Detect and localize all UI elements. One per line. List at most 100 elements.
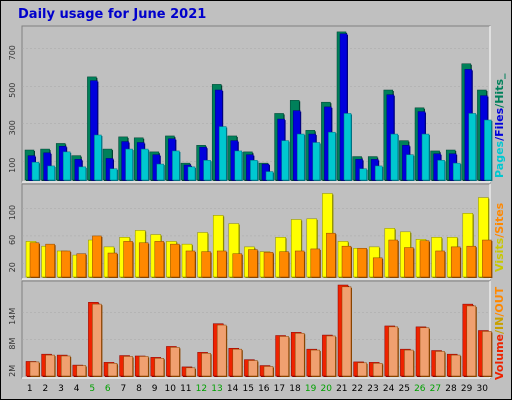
bar-out — [45, 354, 55, 377]
bar-pages — [452, 162, 461, 181]
bar-sites — [326, 232, 336, 278]
bar-out — [310, 349, 321, 377]
bar-out — [419, 327, 430, 377]
bar-sites — [388, 239, 399, 278]
bar-sites — [232, 253, 243, 278]
legend-pages: Pages — [493, 140, 506, 178]
legend-sep: / — [493, 329, 506, 334]
day-label: 23 — [367, 384, 378, 394]
bar-pages — [250, 160, 258, 181]
bar-out — [29, 361, 40, 377]
legend-hits: Hits — [493, 79, 506, 104]
legend-sep: / — [493, 312, 506, 317]
legend-sep: / — [493, 103, 506, 108]
bar-pages — [62, 151, 71, 181]
bar-out — [201, 353, 211, 377]
day-label: 27 — [430, 384, 441, 394]
y-tick-label: 100 — [8, 158, 17, 173]
day-label: 5 — [89, 384, 95, 394]
bar-sites — [419, 240, 430, 278]
legend-volume: Volume — [493, 334, 506, 380]
bar-pages — [156, 163, 165, 181]
bar-sites — [76, 253, 87, 278]
bar-pages — [125, 148, 133, 181]
day-label: 4 — [74, 384, 80, 394]
bar-pages — [265, 171, 274, 181]
bar-pages — [203, 160, 211, 181]
day-label: 9 — [152, 384, 158, 394]
y-tick-label: 60 — [8, 235, 17, 245]
day-label: 12 — [196, 384, 207, 394]
bar-out — [123, 356, 133, 377]
bar-out — [388, 326, 399, 377]
y-tick-label: 500 — [8, 83, 17, 98]
legend-sites: Sites — [493, 202, 506, 233]
bar-pages — [78, 166, 87, 181]
legend-sep: / — [493, 233, 506, 238]
bar-pages — [343, 113, 352, 181]
legend-out: OUT — [493, 286, 506, 312]
bar-pages — [484, 119, 492, 181]
y-tick-label: 20 — [8, 262, 17, 272]
bar-files — [339, 33, 348, 181]
bar-pages — [281, 140, 289, 181]
legend-top: Pages/Files/Hits_ — [493, 73, 506, 178]
bar-out — [466, 305, 477, 377]
bar-sites — [263, 252, 274, 278]
chart-title: Daily usage for June 2021 — [18, 7, 206, 22]
bar-pages — [187, 166, 196, 181]
day-label: 2 — [43, 384, 49, 394]
bar-pages — [468, 113, 477, 181]
panel-hits-files-pages: 100 300 500 700 — [8, 25, 493, 183]
day-label: 26 — [414, 384, 426, 394]
bar-out — [279, 336, 289, 377]
day-label: 14 — [227, 384, 239, 394]
bar-sites — [107, 252, 118, 278]
y-tick-label: 2M — [8, 365, 17, 377]
day-label: 15 — [242, 384, 253, 394]
y-tick-label: 100 — [8, 205, 17, 220]
bar-out — [404, 349, 414, 377]
bar-pages — [312, 142, 321, 181]
bar-sites — [279, 251, 289, 278]
bar-sites — [216, 250, 227, 278]
bar-sites — [450, 246, 461, 278]
bar-out — [185, 367, 196, 377]
bar-files — [90, 80, 98, 181]
bar-pages — [390, 133, 399, 181]
bar-out — [294, 332, 305, 377]
bar-sites — [29, 242, 40, 278]
bar-out — [60, 355, 71, 377]
bar-sites — [138, 242, 149, 278]
bar-out — [482, 331, 492, 377]
bar-out — [76, 365, 87, 377]
bar-sites — [435, 250, 445, 278]
y-tick-label: 700 — [8, 45, 17, 60]
bar-out — [326, 335, 336, 377]
day-label: 13 — [211, 384, 222, 394]
bar-sites — [123, 241, 133, 278]
bar-out — [170, 347, 180, 377]
day-label: 3 — [58, 384, 64, 394]
bar-pages — [374, 165, 383, 181]
chart-panels: 100 300 500 700 20 60 100 2M 8M 14M — [8, 25, 493, 379]
bar-out — [154, 358, 165, 377]
day-label: 11 — [180, 384, 191, 394]
bar-pages — [406, 154, 414, 181]
day-label: 16 — [258, 384, 270, 394]
bar-out — [435, 351, 445, 377]
bar-sites — [357, 247, 367, 278]
bar-sites — [45, 243, 55, 278]
bar-out — [107, 363, 118, 377]
day-label: 22 — [352, 384, 363, 394]
bar-sites — [185, 250, 196, 278]
bar-sites — [341, 245, 352, 278]
bar-pages — [328, 131, 336, 181]
day-label: 7 — [121, 384, 127, 394]
bar-pages — [109, 168, 118, 181]
bar-pages — [31, 161, 40, 181]
bar-out — [216, 324, 227, 377]
bar-pages — [359, 168, 367, 181]
bar-pages — [94, 134, 102, 181]
